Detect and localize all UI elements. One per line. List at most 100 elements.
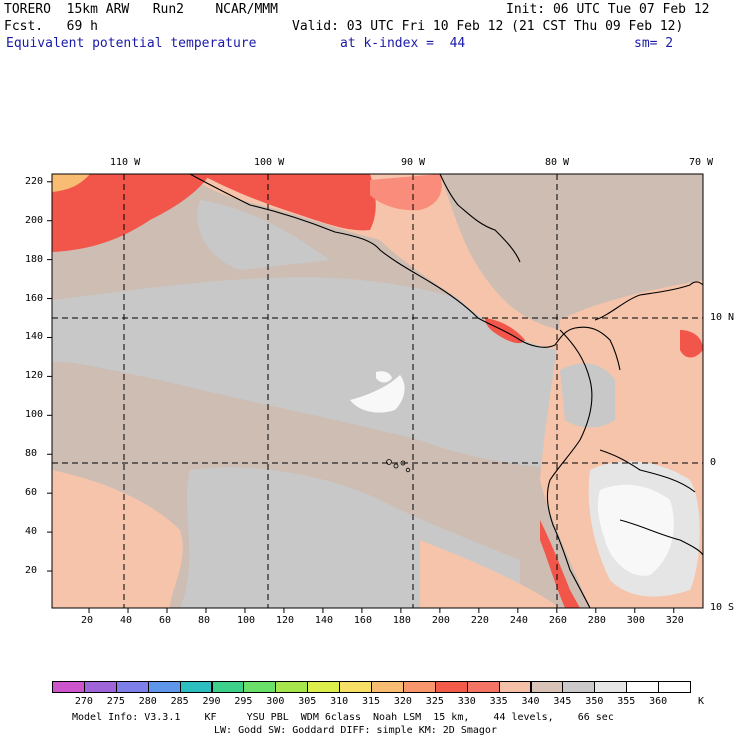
y-tick-label: 140	[25, 331, 44, 343]
y-tick-label: 200	[25, 214, 44, 226]
x-tick-label: 180	[392, 615, 411, 626]
latlon-grid	[52, 174, 703, 608]
x-tick-label: 140	[314, 615, 333, 626]
colorbar-label: 280	[138, 696, 157, 707]
colorbar-swatch	[243, 681, 277, 693]
x-tick-label: 20	[81, 615, 94, 626]
model-info: Model Info: V3.3.1 KF YSU PBL WDM 6class…	[72, 712, 614, 723]
map-frame	[51, 173, 704, 609]
gray-region-central	[52, 277, 600, 470]
colorbar-swatch	[562, 681, 596, 693]
salmon-central-america	[190, 174, 560, 350]
lon-label-90w: 90 W	[401, 157, 426, 168]
y-tick-label: 40	[25, 526, 38, 538]
colorbar-label: 305	[298, 696, 317, 707]
colorbar-swatch	[530, 681, 564, 693]
salmon-south	[420, 540, 560, 608]
init-time: Init: 06 UTC Tue 07 Feb 12	[506, 2, 710, 17]
colorbar-swatch	[466, 681, 500, 693]
colorbar-swatch	[179, 681, 213, 693]
colorbar-swatch	[115, 681, 149, 693]
lon-label-100w: 100 W	[254, 157, 285, 168]
white-andes	[597, 484, 674, 576]
x-tick-label: 260	[548, 615, 567, 626]
colorbar-label: 285	[170, 696, 189, 707]
k-index: at k-index = 44	[340, 36, 466, 51]
colorbar-label: 335	[489, 696, 508, 707]
x-tick-label: 220	[470, 615, 489, 626]
physics-info: LW: Godd SW: Goddard DIFF: simple KM: 2D…	[214, 725, 497, 736]
colorbar-swatch	[339, 681, 372, 693]
colorbar-swatch	[626, 681, 660, 693]
warm-mexico-coast	[200, 174, 376, 231]
colorbar-swatch	[83, 681, 117, 693]
x-tick-label: 200	[431, 615, 450, 626]
x-tick-label: 100	[236, 615, 256, 626]
colorbar-swatch	[371, 681, 404, 693]
x-tick-label: 80	[197, 615, 211, 626]
lon-label-80w: 80 W	[545, 157, 570, 168]
colorbar-label: 295	[234, 696, 253, 707]
colorbar-label: 340	[521, 696, 540, 707]
colorbar-swatch	[52, 681, 85, 693]
x-tick-label: 40	[120, 615, 133, 626]
colorbar-label: 315	[362, 696, 381, 707]
colorbar-swatch	[275, 681, 309, 693]
y-tick-label: 120	[25, 370, 44, 382]
x-tick-label: 160	[353, 615, 372, 626]
valid-time: Valid: 03 UTC Fri 10 Feb 12 (21 CST Thu …	[292, 19, 684, 34]
colorbar-label: 270	[74, 696, 93, 707]
y-tick-label: 220	[25, 175, 44, 187]
colorbar-label: 320	[393, 696, 412, 707]
forecast-hour: Fcst. 69 h	[4, 19, 98, 34]
colorbar-swatch	[434, 681, 468, 693]
warm-peru-coast	[540, 520, 580, 608]
salmon-southwest	[52, 470, 183, 608]
colorbar-swatch	[498, 681, 532, 693]
colorbar-swatch	[211, 681, 245, 693]
colorbar-label: 310	[330, 696, 349, 707]
axes	[47, 181, 675, 613]
coastlines	[189, 174, 703, 608]
colorbar-swatch	[402, 681, 436, 693]
y-tick-label: 180	[25, 253, 44, 265]
colorbar-label: 330	[457, 696, 476, 707]
y-tick-label: 20	[25, 565, 38, 577]
smoothing: sm= 2	[634, 36, 674, 51]
colorbar-unit: K	[698, 696, 705, 707]
x-tick-label: 60	[158, 615, 172, 626]
colorbar-label: 350	[585, 696, 604, 707]
white-patch-ocean	[350, 375, 405, 413]
warm-gulf	[370, 174, 442, 211]
colorbar-label: 325	[425, 696, 444, 707]
x-tick-label: 300	[626, 615, 645, 626]
y-tick-label: 60	[25, 487, 38, 499]
x-tick-label: 120	[275, 615, 294, 626]
lat-label-10n: 10 N	[710, 312, 735, 323]
colorbar-label: 355	[617, 696, 636, 707]
x-tick-label: 240	[509, 615, 528, 626]
theta-e-field	[52, 174, 703, 608]
y-tick-label: 100	[25, 409, 44, 421]
lon-label-70w: 70 W	[689, 157, 714, 168]
y-tick-label: 80	[25, 448, 38, 460]
warm-venezuela	[680, 330, 703, 358]
lat-label-10s: 10 S	[710, 602, 735, 613]
lat-label-0: 0	[710, 457, 717, 468]
colorbar-swatch	[594, 681, 628, 693]
colorbar-label: 345	[553, 696, 572, 707]
colorbar-label: 360	[649, 696, 668, 707]
x-tick-label: 320	[665, 615, 684, 626]
colorbar-swatch	[147, 681, 181, 693]
gray-colombia	[560, 363, 615, 428]
lon-label-110w: 110 W	[110, 157, 141, 168]
colorbar-label: 290	[202, 696, 221, 707]
field-name: Equivalent potential temperature	[6, 36, 257, 51]
run-title: TORERO 15km ARW Run2 NCAR/MMM	[4, 2, 278, 17]
colorbar-swatch	[658, 681, 691, 693]
warm-corner	[52, 174, 90, 192]
colorbar-label: 300	[266, 696, 285, 707]
white-patch-small	[376, 371, 392, 383]
colorbar-swatch	[307, 681, 341, 693]
